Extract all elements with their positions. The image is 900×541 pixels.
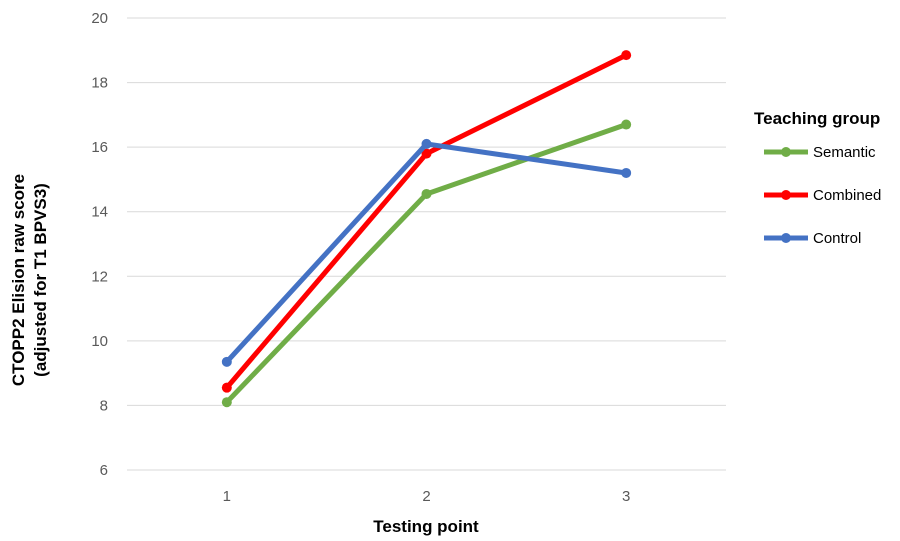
- y-tick-label: 20: [91, 10, 108, 27]
- x-axis-title: Testing point: [373, 517, 479, 536]
- series-line: [224, 141, 629, 365]
- y-tick-label: 14: [91, 204, 108, 221]
- data-point: [621, 50, 632, 61]
- data-point: [421, 188, 432, 199]
- x-tick-label: 1: [223, 488, 231, 505]
- legend-swatch-marker: [781, 147, 791, 157]
- data-point: [221, 397, 232, 408]
- series-semantic: [221, 119, 632, 408]
- legend-item-semantic: Semantic: [764, 144, 876, 161]
- data-point: [221, 382, 232, 393]
- y-tick-label: 12: [91, 268, 108, 285]
- data-point: [621, 119, 632, 130]
- y-tick-label: 6: [100, 462, 108, 479]
- y-tick-labels: 6 8 10 12 14 16 18 20: [91, 10, 108, 479]
- data-point: [421, 138, 432, 149]
- legend-item-combined: Combined: [764, 187, 881, 204]
- legend-item-control: Control: [764, 230, 861, 247]
- data-point: [421, 148, 432, 159]
- y-tick-label: 18: [91, 75, 108, 92]
- series-control: [221, 138, 632, 367]
- y-tick-label: 8: [100, 397, 108, 414]
- x-tick-label: 2: [422, 488, 430, 505]
- series-combined: [221, 50, 632, 393]
- legend-label: Semantic: [813, 144, 876, 161]
- gridlines: [127, 17, 726, 471]
- y-tick-label: 10: [91, 333, 108, 350]
- data-point: [621, 167, 632, 178]
- legend-title: Teaching group: [754, 109, 880, 128]
- x-tick-label: 3: [622, 488, 630, 505]
- legend-label: Control: [813, 230, 861, 247]
- legend: Teaching group Semantic Combined Control: [754, 109, 881, 247]
- legend-label: Combined: [813, 187, 881, 204]
- legend-items: Semantic Combined Control: [764, 144, 881, 247]
- data-point: [221, 356, 232, 367]
- legend-swatch-marker: [781, 233, 791, 243]
- y-axis-title: CTOPP2 Elision raw score (adjusted for T…: [9, 174, 50, 386]
- y-axis-title-line-1: CTOPP2 Elision raw score: [9, 174, 28, 386]
- series-lines: [221, 50, 632, 408]
- y-axis-title-line-2: (adjusted for T1 BPVS3): [31, 183, 50, 377]
- x-tick-labels: 1 2 3: [223, 488, 631, 505]
- legend-swatch-marker: [781, 190, 791, 200]
- y-tick-label: 16: [91, 139, 108, 156]
